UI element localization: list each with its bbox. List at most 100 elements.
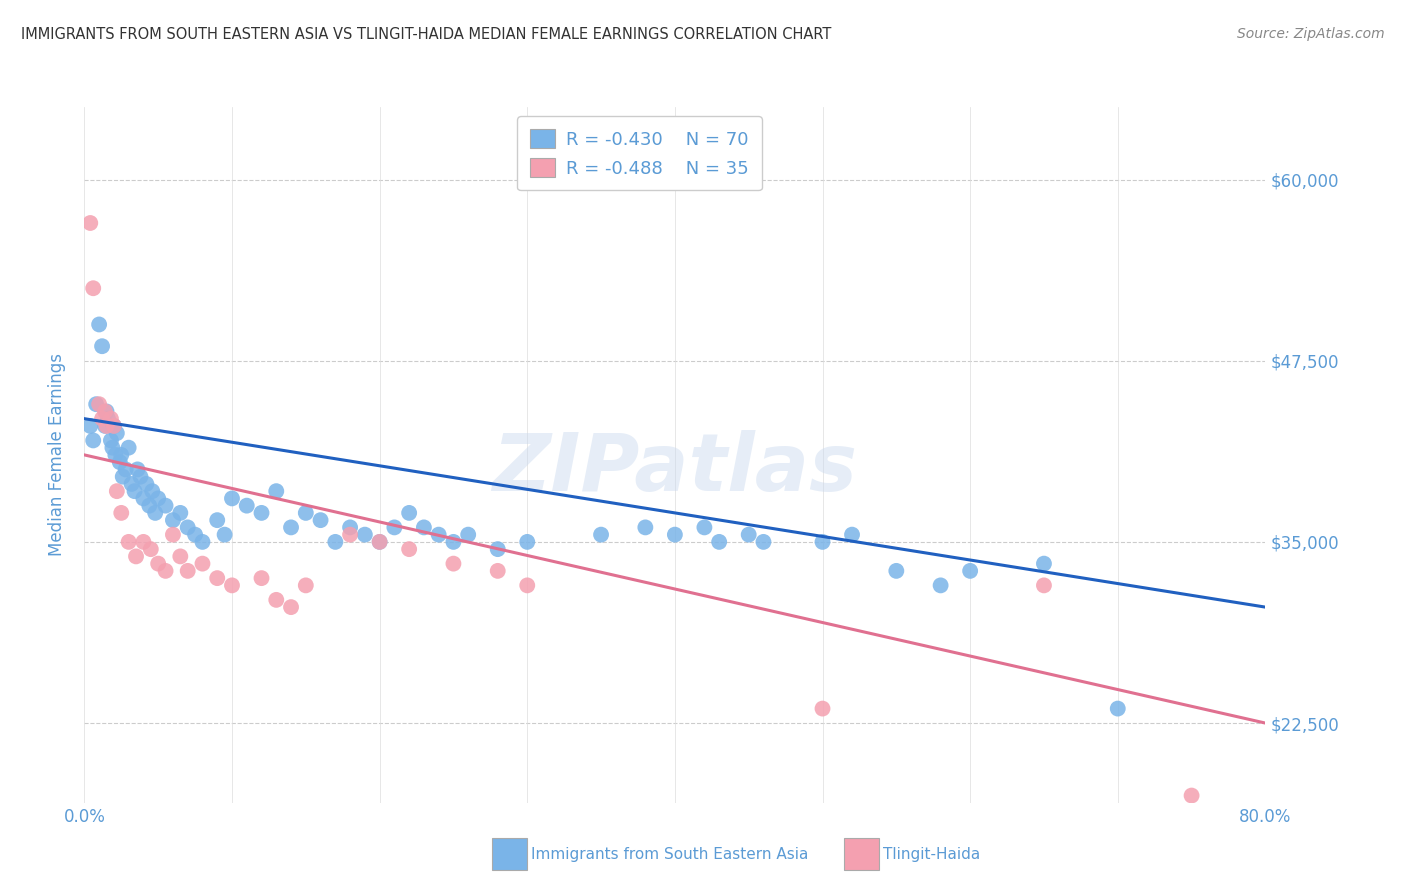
Point	[89, 318, 111, 332]
Point	[177, 564, 200, 578]
Point	[886, 564, 908, 578]
Point	[441, 557, 464, 571]
Text: Immigrants from South Eastern Asia: Immigrants from South Eastern Asia	[531, 847, 808, 862]
Point	[124, 484, 146, 499]
Point	[811, 701, 834, 715]
Point	[104, 448, 127, 462]
Point	[250, 506, 273, 520]
Point	[97, 411, 120, 425]
Point	[339, 527, 361, 541]
Point	[82, 434, 104, 448]
Point	[457, 527, 479, 541]
Point	[264, 592, 288, 607]
Point	[280, 520, 302, 534]
Point	[738, 527, 761, 541]
Point	[427, 527, 450, 541]
Point	[96, 404, 118, 418]
Point	[441, 534, 464, 549]
Point	[486, 542, 509, 557]
Point	[368, 534, 391, 549]
Point	[323, 534, 347, 549]
Point	[148, 557, 170, 571]
Point	[398, 506, 420, 520]
Point	[929, 578, 952, 592]
Point	[264, 484, 288, 499]
Point	[221, 491, 243, 506]
Point	[155, 499, 177, 513]
Point	[96, 419, 118, 434]
Point	[516, 534, 538, 549]
Point	[127, 462, 149, 476]
Point	[693, 520, 716, 534]
Point	[191, 557, 214, 571]
Text: Source: ZipAtlas.com: Source: ZipAtlas.com	[1237, 27, 1385, 41]
Point	[959, 564, 981, 578]
Point	[709, 534, 731, 549]
Point	[103, 419, 125, 434]
Point	[143, 506, 166, 520]
Point	[148, 491, 170, 506]
Text: Tlingit-Haida: Tlingit-Haida	[883, 847, 980, 862]
Point	[105, 426, 128, 441]
Point	[114, 462, 136, 476]
Point	[1329, 506, 1351, 520]
Point	[100, 434, 122, 448]
Point	[664, 527, 686, 541]
Point	[177, 520, 200, 534]
Point	[79, 419, 101, 434]
Point	[100, 411, 122, 425]
Point	[132, 491, 155, 506]
Point	[139, 542, 162, 557]
Point	[191, 534, 214, 549]
Point	[132, 534, 155, 549]
Point	[295, 578, 318, 592]
Point	[110, 448, 132, 462]
Point	[162, 527, 184, 541]
Point	[354, 527, 377, 541]
Point	[295, 506, 318, 520]
Point	[1032, 557, 1054, 571]
Point	[280, 600, 302, 615]
Point	[309, 513, 332, 527]
Point	[811, 534, 834, 549]
Text: ZIPatlas: ZIPatlas	[492, 430, 858, 508]
Point	[135, 476, 157, 491]
Point	[250, 571, 273, 585]
Text: IMMIGRANTS FROM SOUTH EASTERN ASIA VS TLINGIT-HAIDA MEDIAN FEMALE EARNINGS CORRE: IMMIGRANTS FROM SOUTH EASTERN ASIA VS TL…	[21, 27, 831, 42]
Point	[184, 527, 207, 541]
Point	[1181, 789, 1204, 803]
Point	[169, 506, 191, 520]
Point	[84, 397, 107, 411]
Legend: R = -0.430    N = 70, R = -0.488    N = 35: R = -0.430 N = 70, R = -0.488 N = 35	[517, 116, 762, 190]
Point	[103, 419, 125, 434]
Point	[125, 549, 148, 564]
Point	[94, 404, 117, 418]
Point	[91, 339, 114, 353]
Point	[236, 499, 259, 513]
Point	[105, 484, 128, 499]
Point	[111, 469, 134, 483]
Point	[486, 564, 509, 578]
Point	[118, 534, 141, 549]
Point	[121, 476, 143, 491]
Point	[382, 520, 406, 534]
Point	[141, 484, 163, 499]
Point	[169, 549, 191, 564]
Point	[1107, 701, 1129, 715]
Point	[1032, 578, 1054, 592]
Point	[118, 441, 141, 455]
Point	[101, 441, 124, 455]
Point	[138, 499, 160, 513]
Point	[752, 534, 775, 549]
Y-axis label: Median Female Earnings: Median Female Earnings	[48, 353, 66, 557]
Point	[398, 542, 420, 557]
Point	[108, 455, 131, 469]
Point	[205, 571, 228, 585]
Point	[79, 216, 101, 230]
Point	[634, 520, 657, 534]
Point	[339, 520, 361, 534]
Point	[413, 520, 436, 534]
Point	[82, 281, 104, 295]
Point	[516, 578, 538, 592]
Point	[368, 534, 391, 549]
